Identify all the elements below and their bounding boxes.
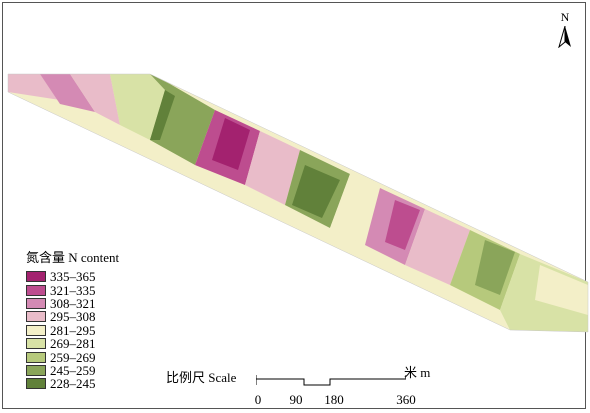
north-arrow: N — [552, 10, 578, 48]
map-zone — [245, 131, 300, 205]
map-zone — [40, 74, 95, 112]
map-zone — [405, 209, 470, 285]
north-arrow-icon — [558, 26, 571, 48]
legend-item: 335–365 — [26, 270, 119, 283]
map-zone — [8, 74, 60, 100]
legend-swatch — [26, 284, 46, 296]
legend-label: 335–365 — [50, 269, 96, 285]
map-zone — [150, 90, 175, 140]
map-zone — [110, 74, 165, 140]
map-zone — [535, 265, 588, 315]
legend-swatch — [26, 297, 46, 309]
legend-swatch — [26, 324, 46, 336]
scale-title: 比例尺 Scale — [166, 370, 237, 385]
legend-label: 308–321 — [50, 295, 96, 311]
legend-item: 281–295 — [26, 324, 119, 337]
legend-item: 308–321 — [26, 297, 119, 310]
scale-unit: 米 m — [404, 365, 431, 380]
legend-item: 295–308 — [26, 310, 119, 323]
legend-label: 259–269 — [50, 349, 96, 365]
legend-title: 氮含量 N content — [26, 250, 120, 265]
scale-tick-0: 0 — [254, 392, 262, 407]
legend-swatch — [26, 338, 46, 350]
legend-label: 321–335 — [50, 282, 96, 298]
scale-tick-90: 90 — [289, 392, 303, 407]
scale-tick-360: 360 — [396, 392, 416, 407]
legend: 氮含量 N content 335–365 321–335 308–321 295–3… — [26, 247, 119, 391]
legend-item: 269–281 — [26, 337, 119, 350]
legend-swatch — [26, 351, 46, 363]
legend-item: 259–269 — [26, 349, 119, 365]
legend-swatch — [26, 311, 46, 323]
legend-label: 228–245 — [50, 376, 96, 392]
scale-bar-graphic — [256, 375, 406, 386]
map-zone — [292, 165, 340, 218]
legend-label: 245–259 — [50, 362, 96, 378]
legend-label: 281–295 — [50, 322, 96, 338]
legend-item: 228–245 — [26, 377, 119, 390]
map-zone — [70, 74, 120, 125]
legend-label: 269–281 — [50, 336, 96, 352]
legend-swatch — [26, 378, 46, 390]
legend-swatch — [26, 271, 46, 283]
map-zone — [212, 118, 250, 170]
scale-tick-180: 180 — [324, 392, 344, 407]
legend-label: 295–308 — [50, 309, 96, 325]
map-zone — [330, 174, 380, 245]
legend-item: 245–259 — [26, 364, 119, 377]
map-zone — [475, 240, 515, 295]
north-label: N — [560, 10, 570, 24]
legend-swatch — [26, 364, 46, 376]
map-zone — [385, 200, 420, 250]
legend-item: 321–335 — [26, 282, 119, 298]
